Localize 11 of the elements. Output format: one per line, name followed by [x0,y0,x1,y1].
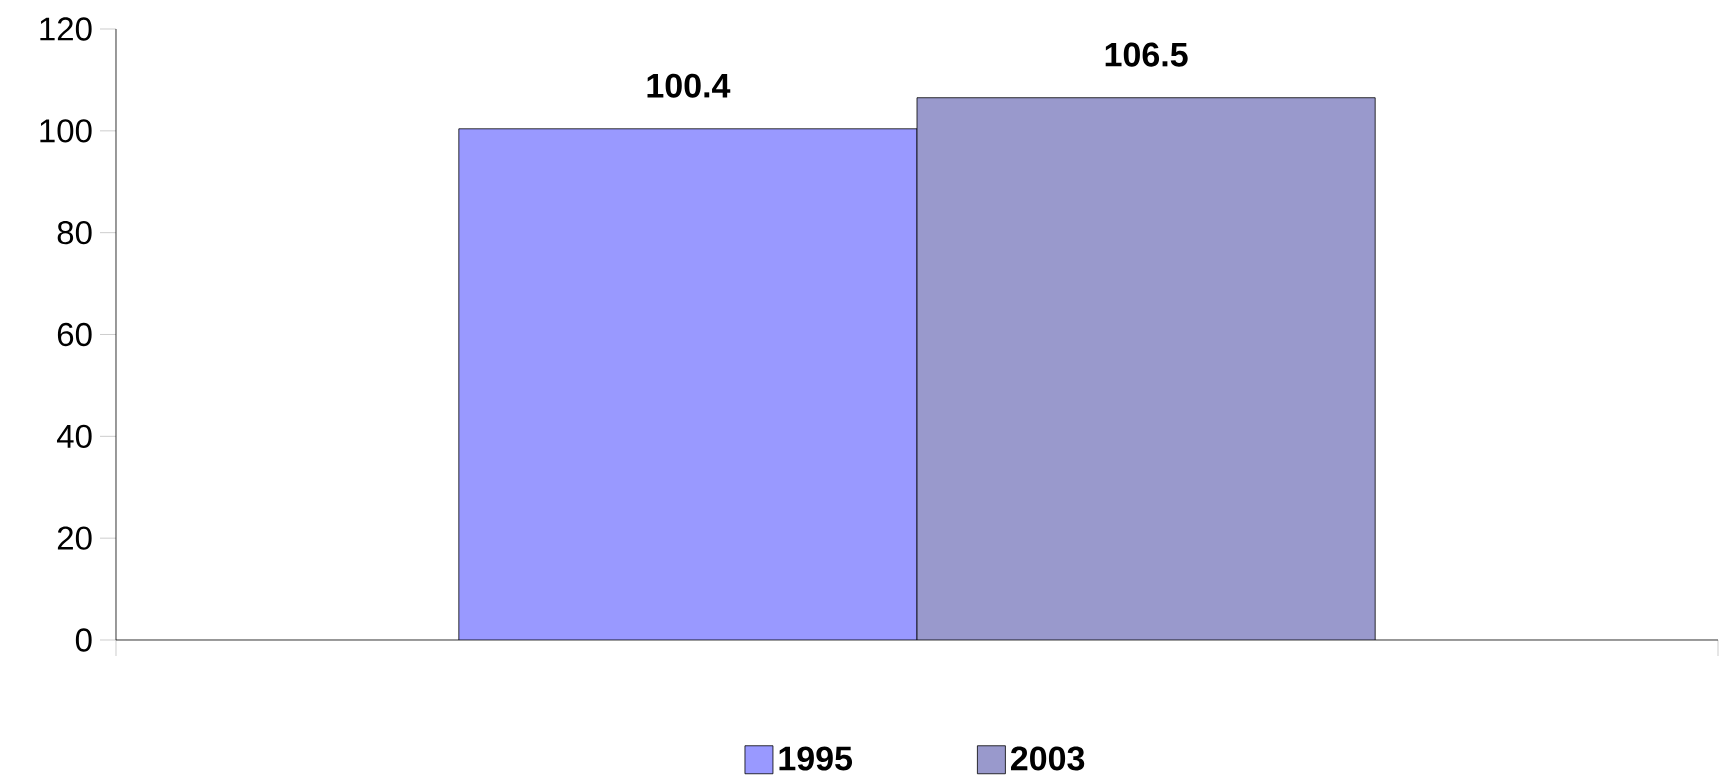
legend-label: 2003 [1010,746,1085,771]
data-label: 100.4 [647,73,731,98]
y-tick-label: 100 [40,119,92,143]
y-tick-label: 120 [40,17,92,41]
data-label: 106.5 [1105,42,1188,67]
legend-label: 1995 [779,746,853,771]
y-tick-label: 60 [57,322,92,347]
y-tick-label: 40 [56,424,92,449]
y-tick-label: 80 [57,220,92,245]
y-tick-label: 0 [75,628,92,652]
y-tick-label: 20 [57,526,92,550]
